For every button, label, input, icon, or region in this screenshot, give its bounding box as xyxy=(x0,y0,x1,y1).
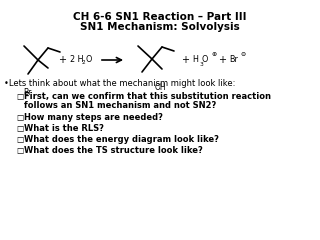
Text: ⊕: ⊕ xyxy=(211,52,216,56)
Text: +: + xyxy=(58,55,66,65)
Text: 2: 2 xyxy=(82,60,86,66)
Text: follows an SN1 mechanism and not SN2?: follows an SN1 mechanism and not SN2? xyxy=(24,101,216,110)
Text: □: □ xyxy=(16,113,23,122)
Text: SN1 Mechanism: Solvolysis: SN1 Mechanism: Solvolysis xyxy=(80,22,240,32)
Text: OH: OH xyxy=(154,83,166,92)
Text: +: + xyxy=(218,55,226,65)
Text: What does the TS structure look like?: What does the TS structure look like? xyxy=(24,146,203,155)
Text: O: O xyxy=(202,55,208,65)
Text: □: □ xyxy=(16,135,23,144)
Text: How many steps are needed?: How many steps are needed? xyxy=(24,113,163,122)
Text: □: □ xyxy=(16,124,23,133)
Text: •Lets think about what the mechanism might look like:: •Lets think about what the mechanism mig… xyxy=(4,79,236,88)
Text: +: + xyxy=(181,55,189,65)
Text: Br: Br xyxy=(23,88,31,97)
Text: What does the energy diagram look like?: What does the energy diagram look like? xyxy=(24,135,219,144)
Text: First, can we confirm that this substitution reaction: First, can we confirm that this substitu… xyxy=(24,92,271,101)
Text: ⊖: ⊖ xyxy=(240,52,245,56)
Text: O: O xyxy=(85,54,92,64)
Text: □: □ xyxy=(16,92,23,101)
Text: H: H xyxy=(192,55,198,65)
Text: Br: Br xyxy=(229,55,238,65)
Text: 2 H: 2 H xyxy=(70,54,84,64)
Text: 3: 3 xyxy=(199,61,203,66)
Text: CH 6-6 SN1 Reaction – Part III: CH 6-6 SN1 Reaction – Part III xyxy=(73,12,247,22)
FancyArrowPatch shape xyxy=(102,58,121,62)
Text: □: □ xyxy=(16,146,23,155)
Text: What is the RLS?: What is the RLS? xyxy=(24,124,104,133)
